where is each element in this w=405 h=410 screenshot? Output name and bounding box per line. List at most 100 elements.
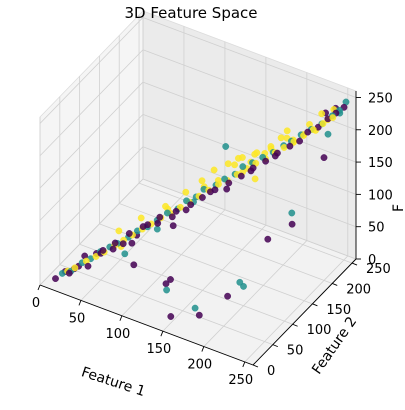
data-points: [52, 98, 350, 320]
data-point: [264, 235, 272, 243]
data-point: [84, 262, 92, 270]
data-point: [304, 128, 312, 136]
axis-panes: [39, 10, 357, 366]
data-point: [65, 269, 73, 277]
grid-line-z-side: [39, 81, 144, 189]
y-tick-mark: [292, 323, 298, 327]
data-point: [111, 239, 119, 247]
data-point: [283, 127, 291, 135]
data-point: [163, 286, 171, 294]
data-point: [253, 149, 261, 157]
y-tick-mark: [332, 283, 338, 286]
data-point: [215, 180, 222, 188]
y-tick-label: 150: [326, 303, 351, 318]
data-point: [288, 209, 296, 217]
data-point: [163, 209, 171, 217]
data-point: [154, 219, 162, 227]
data-point: [119, 240, 127, 248]
data-point: [234, 154, 242, 162]
data-point: [168, 213, 176, 221]
data-point: [109, 245, 117, 253]
data-point: [182, 206, 190, 214]
z-tick-label: 200: [368, 124, 393, 139]
y-axis-line: [252, 258, 357, 366]
x-tick-mark: [119, 315, 123, 321]
grid-line-x-floor: [203, 240, 308, 347]
data-point: [286, 142, 294, 150]
data-point: [224, 160, 232, 168]
data-point: [187, 201, 195, 209]
data-point: [237, 172, 245, 180]
data-point: [182, 188, 190, 196]
data-point: [115, 227, 123, 235]
data-point: [167, 276, 174, 283]
z-tick-label: 100: [368, 188, 393, 203]
y-tick-mark: [272, 344, 278, 348]
x-tick-label: 0: [32, 296, 40, 311]
y-tick-label: 200: [346, 283, 371, 298]
data-point: [221, 175, 229, 183]
data-point: [210, 166, 218, 174]
x-tick-label: 50: [69, 311, 86, 326]
data-point: [273, 149, 281, 157]
data-point: [195, 311, 203, 319]
grid-line-x-floor: [121, 209, 226, 317]
data-point: [296, 137, 303, 145]
data-point: [319, 120, 327, 128]
grid-line-z-side: [39, 178, 144, 286]
data-point: [223, 185, 231, 193]
data-point: [52, 275, 59, 282]
data-point: [277, 134, 285, 142]
y-tick-mark: [351, 262, 358, 266]
z-tick-label: 150: [368, 156, 393, 171]
data-point: [262, 157, 269, 165]
grid-line-z-side: [39, 17, 144, 124]
x-tick-mark: [78, 300, 82, 306]
y-tick-label: 100: [307, 323, 332, 338]
data-point: [198, 194, 206, 201]
data-point: [222, 143, 230, 150]
x-tick-mark: [160, 330, 164, 337]
y-tick-mark: [252, 364, 259, 368]
grid-line-z-side: [39, 49, 144, 157]
chart-title: 3D Feature Space: [124, 4, 257, 22]
data-point: [156, 213, 164, 221]
data-point: [309, 126, 317, 134]
data-point: [130, 261, 138, 269]
grid-line-z-back: [142, 17, 357, 98]
data-point: [318, 110, 326, 118]
z-tick-label: 250: [368, 92, 393, 107]
data-point: [183, 197, 190, 205]
data-point: [198, 177, 206, 185]
grid-line-x-floor: [162, 224, 267, 332]
x-tick-mark: [37, 284, 41, 291]
grid-line-z-side: [39, 114, 144, 221]
x-tick-label: 250: [228, 373, 253, 388]
data-point: [176, 203, 184, 211]
x-tick-mark: [201, 346, 205, 352]
tick-labels: 0501001502002500501001502002500501001502…: [32, 92, 393, 388]
z-tick-label: 50: [368, 221, 385, 236]
data-point: [137, 214, 145, 222]
z-axis-label: F: [391, 204, 405, 212]
data-point: [224, 292, 232, 300]
data-point: [239, 163, 247, 171]
data-point: [288, 220, 296, 228]
x-tick-label: 100: [105, 327, 130, 342]
data-point: [231, 161, 239, 169]
grid-line-z-back: [142, 81, 357, 163]
grid-line-z-side: [39, 146, 144, 253]
grid-line-z-back: [142, 146, 357, 228]
y-tick-label: 50: [287, 344, 304, 359]
x-axis-line: [39, 284, 254, 366]
z-tick-label: 0: [368, 253, 376, 268]
data-point: [167, 313, 175, 320]
data-point: [280, 144, 288, 151]
data-point: [211, 186, 219, 194]
data-point: [324, 130, 332, 138]
grid-lines: [39, 11, 357, 366]
data-point: [249, 164, 257, 172]
grid-line-z-back: [142, 114, 357, 195]
